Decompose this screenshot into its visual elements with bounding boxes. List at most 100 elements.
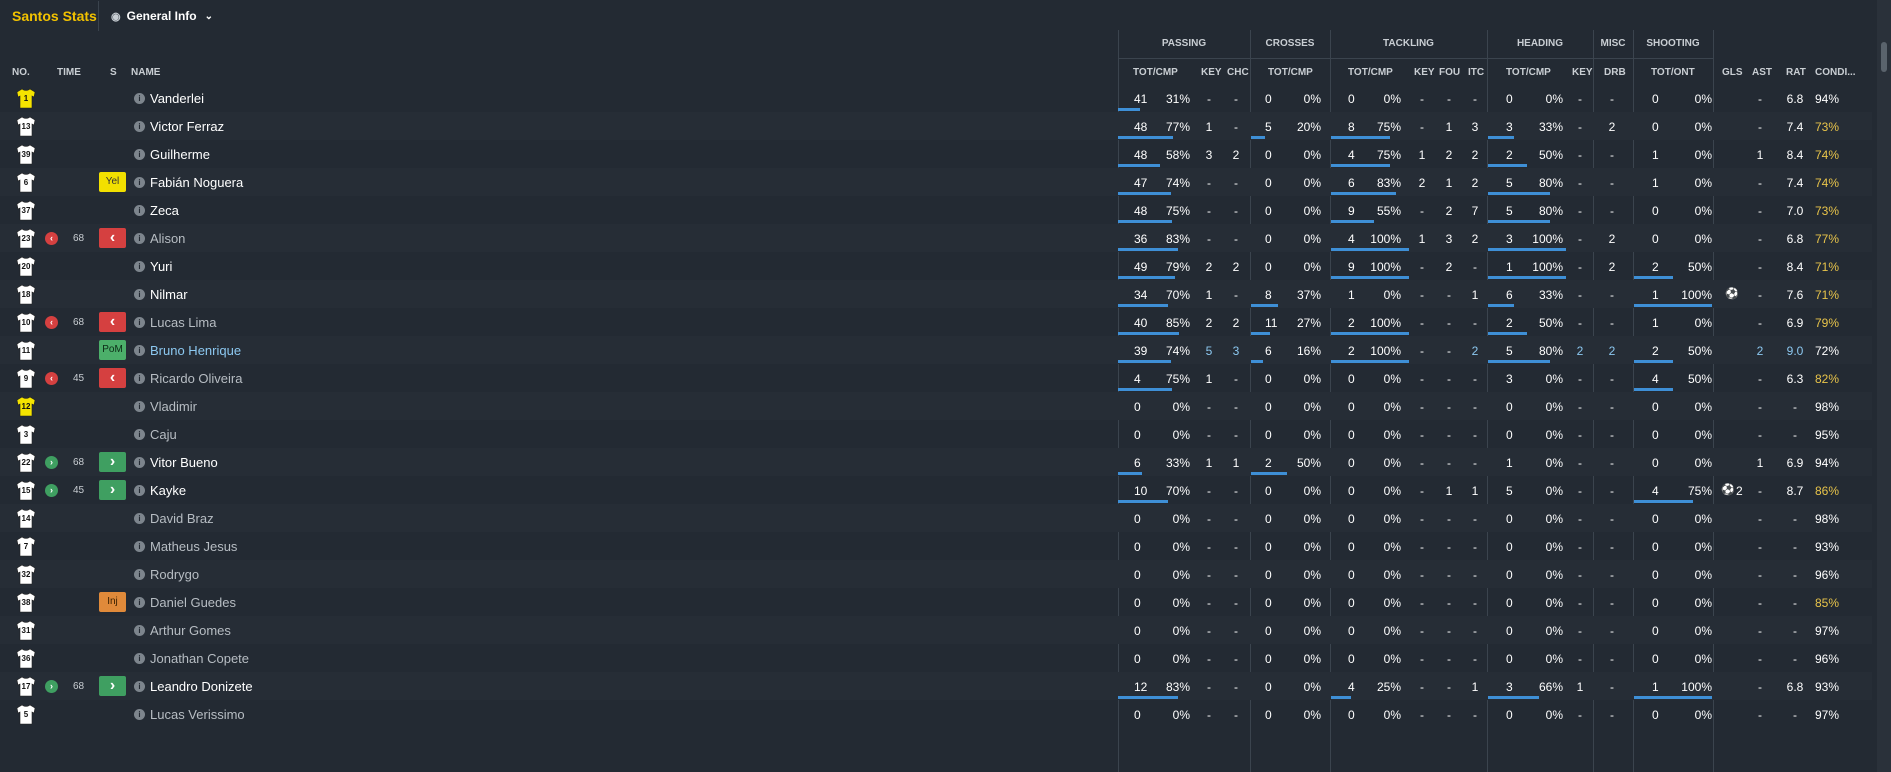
- info-icon[interactable]: i: [134, 597, 145, 608]
- info-icon[interactable]: i: [134, 233, 145, 244]
- table-row[interactable]: 13 i Victor Ferraz 48 77% 1-5 20% 8 75% -1 3 3 33% -2…: [0, 112, 1872, 140]
- info-icon[interactable]: i: [134, 625, 145, 636]
- info-icon[interactable]: i: [134, 345, 145, 356]
- info-icon[interactable]: i: [134, 401, 145, 412]
- table-row[interactable]: 14 i David Braz 0 0% - - 0 0% 0 0% - - - 0 0% - - 0 0% - - 98%: [0, 504, 1872, 532]
- info-icon[interactable]: i: [134, 317, 145, 328]
- player-name[interactable]: Guilherme: [150, 147, 210, 162]
- player-name[interactable]: Lucas Lima: [150, 315, 217, 330]
- column-header-ast[interactable]: AST: [1752, 67, 1772, 78]
- info-icon[interactable]: i: [134, 513, 145, 524]
- info-icon[interactable]: i: [134, 569, 145, 580]
- shirt-number: 3: [23, 430, 29, 439]
- player-name[interactable]: Fabián Noguera: [150, 175, 244, 190]
- column-header-head-key[interactable]: KEY: [1572, 67, 1593, 78]
- view-selector[interactable]: ◉ General Info ⌄: [111, 9, 213, 23]
- player-name[interactable]: Alison: [150, 231, 186, 246]
- player-name[interactable]: Vladimir: [150, 399, 197, 414]
- player-name[interactable]: Matheus Jesus: [150, 539, 238, 554]
- scrollbar[interactable]: [1877, 0, 1891, 772]
- table-row[interactable]: 38 Inj i Daniel Guedes 0 0% - - 0 0% 0 0% - - - 0 0% - - 0 0…: [0, 588, 1872, 616]
- column-header-cross-tc[interactable]: TOT/CMP: [1268, 67, 1313, 78]
- column-header-tack-tc[interactable]: TOT/CMP: [1348, 67, 1393, 78]
- column-header-tack-key[interactable]: KEY: [1414, 67, 1435, 78]
- info-icon[interactable]: i: [134, 429, 145, 440]
- info-icon[interactable]: i: [134, 709, 145, 720]
- column-header-no[interactable]: NO.: [12, 67, 30, 78]
- player-name[interactable]: Lucas Verissimo: [150, 707, 245, 722]
- info-icon[interactable]: i: [134, 485, 145, 496]
- player-name[interactable]: Rodrygo: [150, 567, 200, 582]
- column-header-s[interactable]: S: [110, 67, 117, 78]
- column-header-pass-chc[interactable]: CHC: [1227, 67, 1249, 78]
- table-row[interactable]: 1 i Vanderlei 41 31% - - 0 0% 0 0% - - - 0 0% - - 0 0% - 6.8 9…: [0, 84, 1872, 112]
- info-icon[interactable]: i: [134, 205, 145, 216]
- player-name[interactable]: Nilmar: [150, 287, 188, 302]
- player-name[interactable]: Leandro Donizete: [150, 679, 253, 694]
- table-row[interactable]: 20 i Yuri 49 79% 2 2 0 0% 9 100% -2-1 100% -2 2 50% -8.4…: [0, 252, 1872, 280]
- passes-pct: 75%: [1165, 372, 1190, 386]
- column-header-tack-itc[interactable]: ITC: [1468, 67, 1485, 78]
- table-row[interactable]: 23 ‹ 68 ‹ i Alison 36 83% - -0 0% 4 100% 1 3 2 3 100% -2 0 0…: [0, 224, 1872, 252]
- table-row[interactable]: 15 › 45 › i Kayke 10 70% - -0 0% 0 0% -1 1 5 0% - -4 75% ⚽ 2-…: [0, 476, 1872, 504]
- info-icon[interactable]: i: [134, 121, 145, 132]
- player-name[interactable]: Victor Ferraz: [150, 119, 225, 134]
- player-name[interactable]: Arthur Gomes: [150, 623, 231, 638]
- column-header-pass-key[interactable]: KEY: [1201, 67, 1222, 78]
- key-headers: -: [1578, 148, 1582, 162]
- column-header-time[interactable]: TIME: [57, 67, 81, 78]
- table-row[interactable]: 11 PoM i Bruno Henrique 39 74% 5 3 6 16% 2 100% - - 2 5…: [0, 336, 1872, 364]
- table-row[interactable]: 9 ‹ 45 ‹ i Ricardo Oliveira 4 75% 1 - 0 0% 0 0% - - - 3 0%…: [0, 364, 1872, 392]
- player-name[interactable]: Yuri: [150, 259, 173, 274]
- chances-created: -: [1234, 400, 1238, 414]
- column-header-tack-fou[interactable]: FOU: [1439, 67, 1461, 78]
- player-name[interactable]: Vanderlei: [150, 91, 204, 106]
- player-name[interactable]: Jonathan Copete: [150, 651, 250, 666]
- tackles-bar: [1331, 136, 1390, 139]
- table-row[interactable]: 18 i Nilmar 34 70% 1 - 8 37% 1 0% - - 1 6 33% - - 1 100% ⚽ - 7…: [0, 280, 1872, 308]
- player-name[interactable]: Ricardo Oliveira: [150, 371, 243, 386]
- column-header-head-tc[interactable]: TOT/CMP: [1506, 67, 1551, 78]
- player-name[interactable]: Kayke: [150, 483, 187, 498]
- table-row[interactable]: 17 › 68 › i Leandro Donizete 12 83% - - 0 0% 4 25% - - 1…: [0, 672, 1872, 700]
- table-row[interactable]: 5 i Lucas Verissimo 0 0% - - 0 0% 0 0% - - - 0 0% - - 0 0% -…: [0, 700, 1872, 728]
- sub-time: 68: [73, 233, 85, 244]
- player-name[interactable]: Zeca: [150, 203, 179, 218]
- info-icon[interactable]: i: [134, 149, 145, 160]
- info-icon[interactable]: i: [134, 457, 145, 468]
- info-icon[interactable]: i: [134, 541, 145, 552]
- player-name[interactable]: Bruno Henrique: [150, 343, 242, 358]
- player-name[interactable]: Daniel Guedes: [150, 595, 236, 610]
- info-icon[interactable]: i: [134, 653, 145, 664]
- info-icon[interactable]: i: [134, 261, 145, 272]
- column-header-misc-drb[interactable]: DRB: [1604, 67, 1626, 78]
- column-header-name[interactable]: NAME: [131, 67, 161, 78]
- info-icon[interactable]: i: [134, 93, 145, 104]
- info-icon[interactable]: i: [134, 373, 145, 384]
- table-row[interactable]: 39 i Guilherme 48 58% 3 2 0 0% 4 75% 1 2 2 2 50% - - 1 0% 1 8…: [0, 140, 1872, 168]
- player-name[interactable]: Caju: [150, 427, 177, 442]
- table-row[interactable]: 12 i Vladimir 0 0% - - 0 0% 0 0% - - - 0 0% - - 0 0% - - 98%: [0, 392, 1872, 420]
- table-row[interactable]: 3 i Caju 0 0% - - 0 0% 0 0% - - - 0 0% - - 0 0% - - 95%: [0, 420, 1872, 448]
- column-header-gls[interactable]: GLS: [1722, 67, 1743, 78]
- table-row[interactable]: 7 i Matheus Jesus 0 0% - - 0 0% 0 0% - - - 0 0% - - 0 0% - - 9…: [0, 532, 1872, 560]
- info-icon[interactable]: i: [134, 177, 145, 188]
- player-name[interactable]: David Braz: [150, 511, 214, 526]
- table-row[interactable]: 32 i Rodrygo 0 0% - - 0 0% 0 0% - - - 0 0% - - 0 0% - - 96%: [0, 560, 1872, 588]
- column-header-shoot-to[interactable]: TOT/ONT: [1651, 67, 1695, 78]
- table-row[interactable]: 6 Yel i Fabián Noguera 47 74% - - 0 0% 6 83% 2 1 2 5 80%…: [0, 168, 1872, 196]
- player-name[interactable]: Vitor Bueno: [150, 455, 218, 470]
- scrollbar-thumb[interactable]: [1881, 42, 1887, 72]
- column-header-rat[interactable]: RAT: [1786, 67, 1806, 78]
- condition: 98%: [1815, 400, 1840, 414]
- table-row[interactable]: 22 › 68 › i Vitor Bueno 6 33% 1 1 2 50% 0 0% - - - 1 0% - - 0…: [0, 448, 1872, 476]
- table-row[interactable]: 36 i Jonathan Copete 0 0% - - 0 0% 0 0% - - - 0 0% - - 0 0%…: [0, 644, 1872, 672]
- column-header-pass-tc[interactable]: TOT/CMP: [1133, 67, 1178, 78]
- column-header-cond[interactable]: CONDI...: [1815, 67, 1856, 78]
- key-passes: -: [1207, 624, 1211, 638]
- table-row[interactable]: 10 ‹ 68 ‹ i Lucas Lima 40 85% 2 2 11 27% 2 100% - - - 2 50…: [0, 308, 1872, 336]
- table-row[interactable]: 31 i Arthur Gomes 0 0% - - 0 0% 0 0% - - - 0 0% - - 0 0% - - 9…: [0, 616, 1872, 644]
- info-icon[interactable]: i: [134, 681, 145, 692]
- table-row[interactable]: 37 i Zeca 48 75% - - 0 0% 9 55% - 2 7 5 80% - - 0 0% - 7.0 73%: [0, 196, 1872, 224]
- info-icon[interactable]: i: [134, 289, 145, 300]
